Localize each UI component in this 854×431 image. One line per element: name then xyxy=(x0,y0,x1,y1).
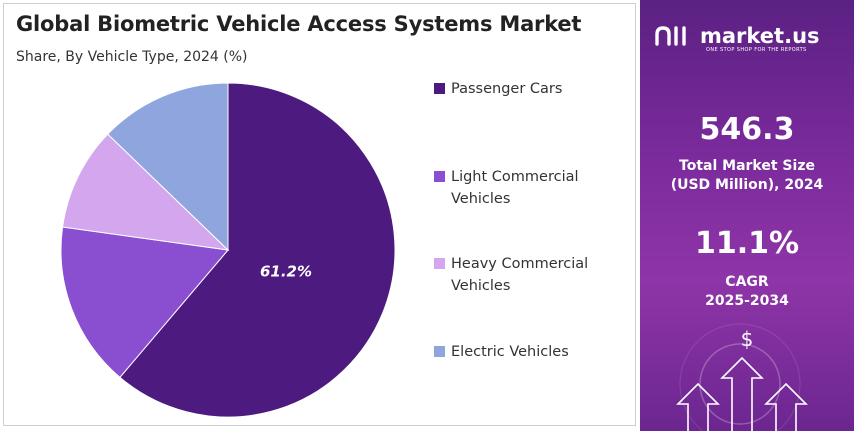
pie-slice-heavy-commercial-vehicles xyxy=(62,133,230,251)
up-arrow-icon xyxy=(676,356,808,431)
legend-item: Electric Vehicles xyxy=(434,341,611,363)
pie-data-label: 61.2% xyxy=(260,262,312,280)
legend-swatch xyxy=(434,83,445,94)
market-us-logo-icon xyxy=(655,26,686,46)
legend-swatch xyxy=(434,258,445,269)
dollar-icon: $ xyxy=(740,327,754,351)
pie-slice-passenger-cars xyxy=(119,82,396,418)
legend-item: Light Commercial Vehicles xyxy=(434,166,611,210)
legend-label: Electric Vehicles xyxy=(451,344,569,360)
brand-logo: market.us xyxy=(654,24,820,48)
pie-slice-light-commercial-vehicles xyxy=(60,226,229,379)
pie-slice-electric-vehicles xyxy=(107,82,229,252)
cagr-label-line2: 2025-2034 xyxy=(705,293,789,309)
legend-swatch xyxy=(434,346,445,357)
pie-chart: 61.2% xyxy=(60,82,396,418)
brand-name: market.us xyxy=(700,24,820,48)
chart-subtitle: Share, By Vehicle Type, 2024 (%) xyxy=(16,49,248,65)
market-size-label-line2: (USD Million), 2024 xyxy=(670,177,824,193)
legend-label: Passenger Cars xyxy=(451,81,563,97)
legend-item: Passenger Cars xyxy=(434,78,611,100)
legend-item: Heavy Commercial Vehicles xyxy=(434,253,611,297)
cagr-value: 11.1% xyxy=(694,226,800,261)
summary-panel: market.us ONE STOP SHOP FOR THE REPORTS … xyxy=(640,0,854,431)
cagr-label-line1: CAGR xyxy=(725,274,769,290)
legend-label: Light Commercial Vehicles xyxy=(451,169,579,207)
legend-label: Heavy Commercial Vehicles xyxy=(451,256,589,294)
legend-swatch xyxy=(434,171,445,182)
background-arrows-decoration xyxy=(676,323,808,431)
brand-tagline: ONE STOP SHOP FOR THE REPORTS xyxy=(706,47,807,53)
market-size-value: 546.3 xyxy=(699,112,795,147)
chart-title: Global Biometric Vehicle Access Systems … xyxy=(16,12,582,36)
market-size-label-line1: Total Market Size xyxy=(679,158,815,174)
chart-panel: Global Biometric Vehicle Access Systems … xyxy=(3,3,636,426)
